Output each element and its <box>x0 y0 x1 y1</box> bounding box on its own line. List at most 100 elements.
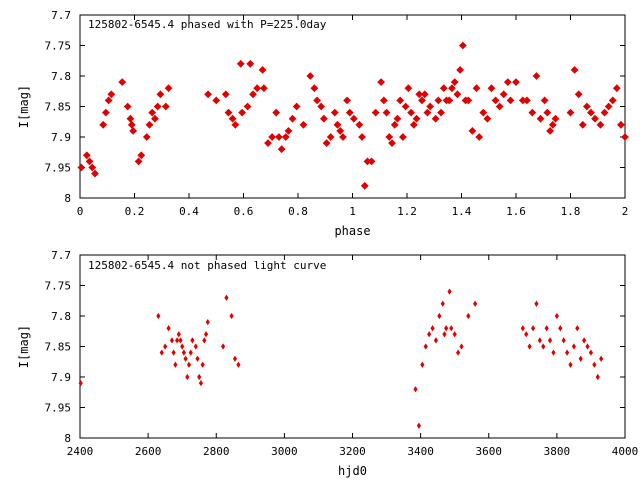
y-tick-label: 7.8 <box>51 70 71 83</box>
data-point <box>487 84 496 93</box>
data-point <box>236 59 245 68</box>
data-point <box>186 361 192 368</box>
data-point <box>566 108 575 117</box>
data-point <box>415 90 424 99</box>
data-point <box>339 133 347 141</box>
data-point <box>228 114 237 123</box>
data-point <box>317 102 326 111</box>
data-point <box>434 96 443 105</box>
data-point <box>190 337 195 344</box>
data-point <box>156 90 165 99</box>
data-point <box>268 133 277 141</box>
data-point <box>249 90 257 99</box>
data-point <box>181 349 186 356</box>
y-tick-label: 7.7 <box>51 9 71 22</box>
y-tick-label: 7.95 <box>45 402 72 415</box>
data-point <box>582 337 587 344</box>
data-point <box>585 343 590 350</box>
data-point <box>200 361 205 368</box>
data-point <box>101 108 110 117</box>
data-point <box>588 349 594 356</box>
data-point <box>537 337 542 344</box>
data-point <box>85 157 94 166</box>
data-point <box>558 325 563 332</box>
data-point <box>358 133 366 141</box>
data-point <box>161 102 170 111</box>
x-tick-label: 3400 <box>407 445 434 458</box>
data-point <box>88 163 97 172</box>
data-point <box>204 90 212 99</box>
data-point <box>568 361 573 368</box>
data-point <box>236 361 241 368</box>
data-point <box>450 78 459 87</box>
data-point <box>145 120 154 129</box>
data-point <box>449 325 454 332</box>
data-point <box>475 133 484 141</box>
x-tick-label: 0.2 <box>125 205 145 218</box>
x-tick-label: 2 <box>622 205 629 218</box>
data-point <box>592 361 597 368</box>
data-point <box>437 312 442 320</box>
data-point <box>142 133 151 141</box>
data-point <box>536 114 545 123</box>
data-point <box>423 108 432 117</box>
data-point <box>260 84 268 93</box>
data-point <box>176 331 181 338</box>
x-tick-label: 4000 <box>612 445 639 458</box>
data-point <box>246 59 255 68</box>
y-tick-label: 8 <box>64 192 71 205</box>
data-point <box>447 288 452 295</box>
data-point <box>426 102 435 111</box>
data-point <box>212 96 221 105</box>
data-point <box>343 96 351 105</box>
data-point <box>604 102 613 111</box>
data-point <box>118 78 127 87</box>
data-point <box>224 108 233 117</box>
data-point <box>363 157 372 166</box>
data-point <box>306 72 315 80</box>
data-point <box>452 331 457 338</box>
data-point <box>77 163 86 172</box>
data-point <box>495 102 504 111</box>
data-point <box>243 102 252 111</box>
data-point <box>258 65 267 74</box>
data-point <box>224 294 229 301</box>
data-point <box>238 108 247 117</box>
data-point <box>275 133 283 141</box>
data-point <box>185 373 190 381</box>
y-tick-label: 7.8 <box>51 310 71 323</box>
data-point <box>520 325 525 332</box>
data-point <box>399 133 407 141</box>
data-point <box>284 126 293 135</box>
data-point <box>195 355 200 362</box>
data-point <box>540 96 549 105</box>
chart-title: 125802-6545.4 not phased light curve <box>88 259 326 272</box>
x-axis-label: phase <box>334 224 370 238</box>
x-tick-label: 3800 <box>544 445 571 458</box>
data-point <box>148 108 157 117</box>
data-point <box>578 355 583 362</box>
data-point <box>264 139 272 148</box>
data-point <box>445 96 454 105</box>
data-point <box>575 325 580 332</box>
data-point <box>180 343 185 350</box>
x-tick-label: 0.6 <box>234 205 254 218</box>
data-point <box>164 84 173 93</box>
data-point <box>570 65 579 74</box>
plot-frame <box>79 14 626 199</box>
data-point <box>107 90 116 99</box>
data-point <box>546 126 554 135</box>
x-tick-label: 1 <box>349 205 356 218</box>
data-point <box>253 84 262 93</box>
data-point <box>591 114 599 123</box>
data-point <box>578 120 587 129</box>
data-point <box>272 108 281 117</box>
data-point <box>459 343 464 350</box>
data-point <box>548 120 557 129</box>
data-point <box>468 126 477 135</box>
data-point <box>547 337 553 344</box>
data-point <box>442 331 447 338</box>
data-point <box>518 96 527 105</box>
data-point <box>202 337 207 344</box>
phased-light-curve-chart: 0 0.2 0.4 0.6 0.8 1 1.2 1.4 1.6 1.8 2 7.7 7.75 7.8 7.8… <box>17 9 629 238</box>
